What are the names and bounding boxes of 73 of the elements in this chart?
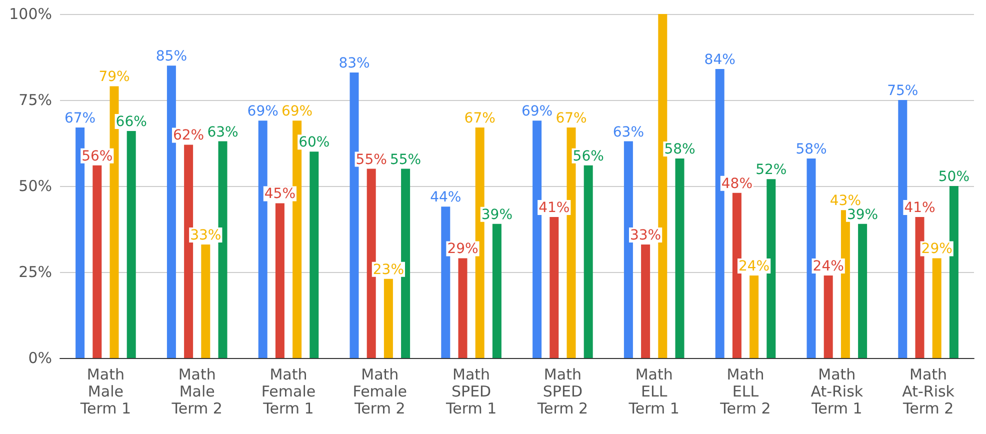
y-tick-label: 25%: [18, 263, 52, 281]
data-label: 24%: [738, 258, 770, 274]
data-label: 58%: [796, 141, 827, 158]
x-tick-label: Math Female Term 2: [352, 366, 408, 418]
data-label: 58%: [664, 141, 696, 158]
data-label: 39%: [846, 206, 878, 223]
data-label: 67%: [556, 110, 587, 127]
data-label: 55%: [356, 152, 387, 168]
bar: [584, 165, 593, 358]
bar: [932, 258, 942, 358]
data-label: 63%: [612, 124, 644, 140]
data-label: 75%: [887, 83, 918, 99]
x-tick-label: Math Female Term 1: [261, 366, 316, 418]
data-label: 41%: [904, 200, 936, 216]
data-label: 44%: [430, 190, 462, 206]
data-label: 33%: [630, 227, 662, 244]
y-tick-label: 100%: [9, 5, 52, 23]
data-label: 84%: [704, 52, 736, 68]
bar: [201, 244, 210, 358]
bar: [824, 275, 833, 358]
x-tick-label: Math SPED Term 1: [444, 366, 497, 418]
data-label: 24%: [812, 258, 844, 274]
y-tick-label: 75%: [18, 91, 52, 109]
data-label: 52%: [756, 162, 787, 178]
data-label: 69%: [281, 104, 313, 120]
data-label: 69%: [521, 104, 553, 120]
data-label: 69%: [247, 104, 278, 120]
data-label: 83%: [338, 55, 370, 72]
y-tick-label: 0%: [28, 349, 52, 367]
x-tick-label: Math ELL Term 1: [628, 366, 680, 418]
x-tick-label: Math Male Term 2: [170, 366, 222, 418]
data-label: 67%: [464, 110, 496, 127]
x-tick-label: Math At-Risk Term 1: [810, 366, 864, 418]
data-label: 85%: [156, 48, 188, 65]
bar: [384, 278, 393, 358]
x-tick-label: Math ELL Term 2: [719, 366, 771, 418]
data-label: 66%: [116, 114, 147, 130]
data-label: 55%: [390, 152, 422, 168]
bar: [550, 216, 559, 358]
data-label: 45%: [264, 186, 296, 202]
data-label: 56%: [572, 148, 604, 164]
bar: [126, 130, 136, 358]
bar: [275, 203, 284, 358]
bar: [458, 258, 468, 358]
bar: [641, 244, 650, 358]
data-label: 60%: [298, 134, 330, 151]
bar: [166, 66, 176, 358]
data-label: 43%: [830, 193, 862, 210]
data-label: 29%: [447, 241, 478, 258]
data-label: 56%: [82, 148, 113, 164]
bar: [858, 224, 868, 358]
x-tick-label: Math At-Risk Term 2: [902, 366, 955, 418]
data-label: 67%: [64, 110, 96, 127]
data-label: 79%: [98, 69, 130, 86]
bar: [92, 165, 102, 358]
y-tick-label: 50%: [18, 177, 52, 195]
bar: [675, 158, 684, 358]
data-label: 41%: [538, 200, 570, 216]
data-label: 62%: [172, 128, 204, 144]
x-tick-label: Math Male Term 1: [79, 366, 132, 418]
bar: [624, 141, 633, 358]
data-label: 29%: [921, 241, 952, 258]
data-label: 23%: [372, 262, 404, 278]
bar: [310, 152, 319, 358]
data-label: 63%: [207, 124, 238, 140]
data-label: 33%: [190, 227, 222, 244]
x-tick-label: Math SPED Term 2: [536, 366, 588, 418]
data-label: 50%: [938, 169, 970, 185]
data-label: 39%: [481, 206, 513, 223]
bar: [492, 224, 502, 358]
bar: [732, 192, 742, 358]
bar: [750, 275, 759, 358]
data-label: 48%: [721, 176, 753, 192]
